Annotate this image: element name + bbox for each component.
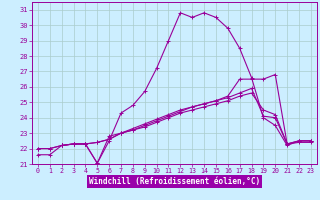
X-axis label: Windchill (Refroidissement éolien,°C): Windchill (Refroidissement éolien,°C) — [89, 177, 260, 186]
